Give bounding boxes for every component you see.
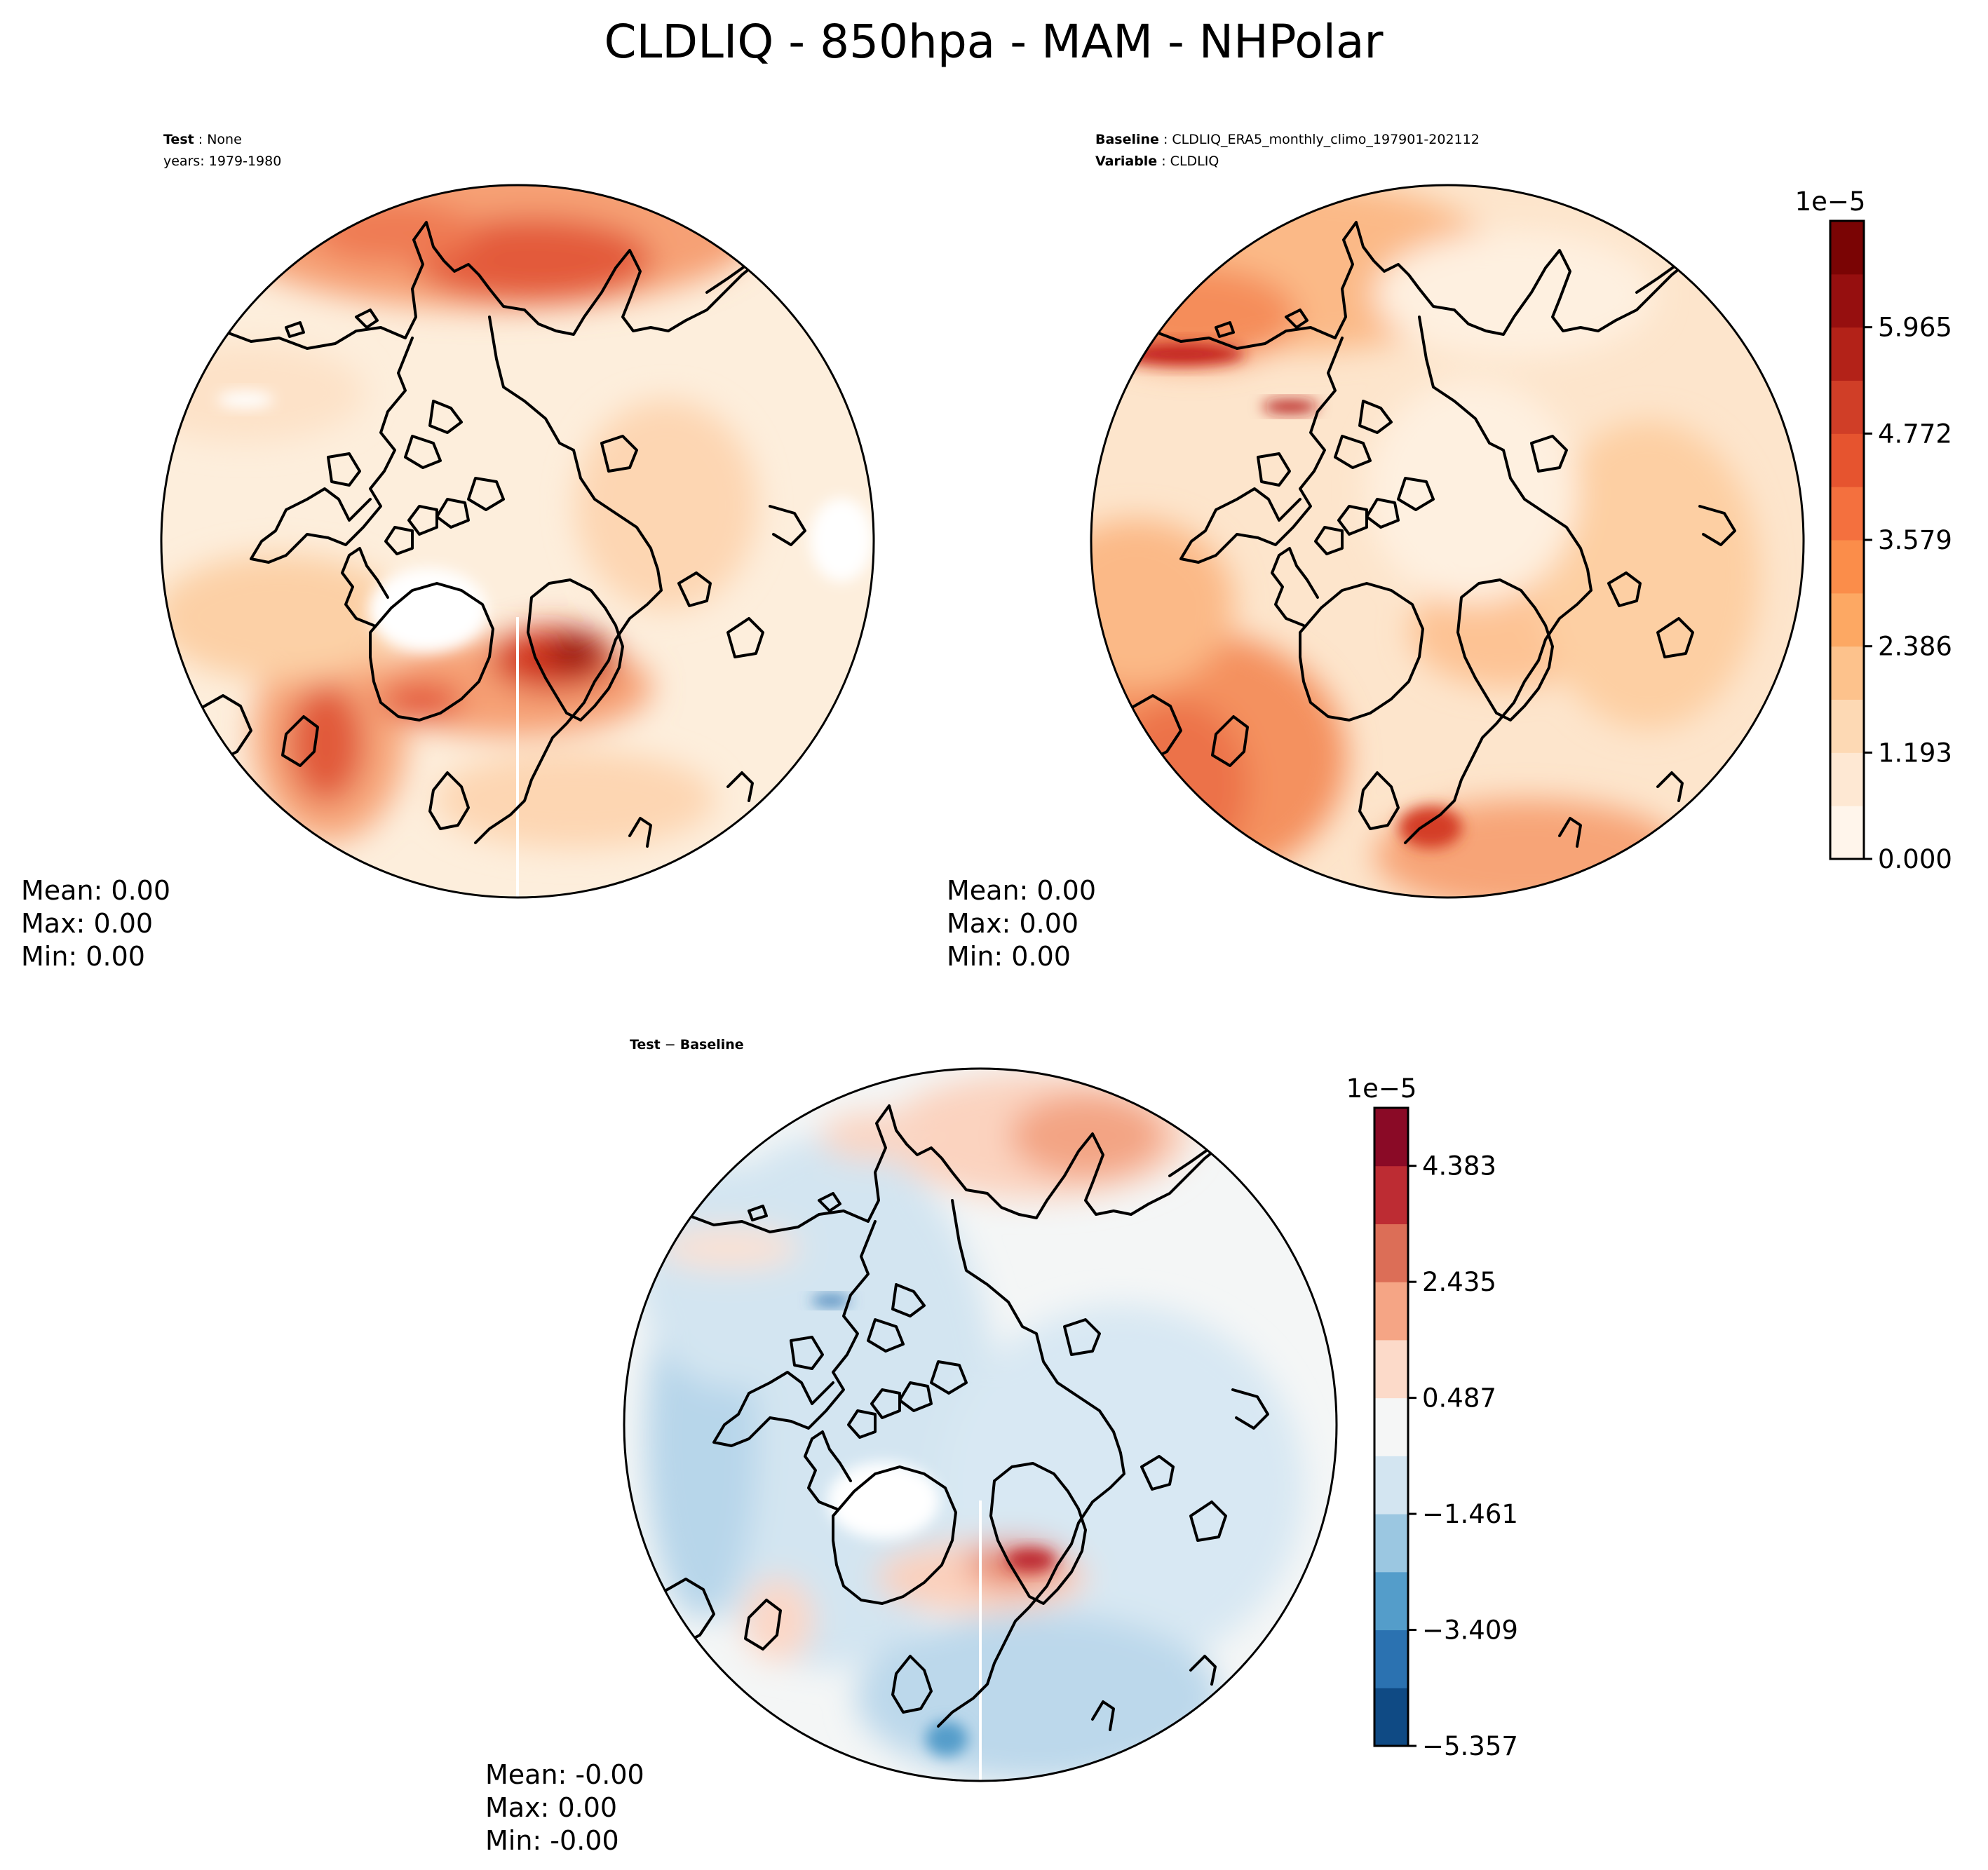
map-diff-boundary — [623, 1067, 1338, 1782]
cb-diff-band — [1374, 1456, 1408, 1515]
panel-baseline-max: Max: 0.00 — [947, 908, 1078, 939]
cb-main-band — [1830, 273, 1864, 328]
panel-baseline-label-line-2: Variable : CLDLIQ — [1095, 154, 1219, 169]
figure-title: CLDLIQ - 850hpa - MAM - NHPolar — [604, 15, 1384, 69]
cb-diff-band — [1374, 1224, 1408, 1282]
map-test-boundary — [160, 184, 875, 899]
cb-diff-tick-label: −1.461 — [1422, 1499, 1518, 1529]
colorbar-main: 1e−5 0.000 1.193 2.386 3.579 4.772 5.965 — [1795, 187, 1952, 874]
cb-diff-band — [1374, 1571, 1408, 1631]
panel-baseline-label-line-1: Baseline : CLDLIQ_ERA5_monthly_climo_197… — [1095, 132, 1480, 147]
cb-main-band — [1830, 433, 1864, 487]
panel-test-label-line-2: years: 1979-1980 — [163, 154, 281, 169]
cb-diff-tick-label: 2.435 — [1422, 1267, 1496, 1297]
cb-main-band — [1830, 487, 1864, 541]
cb-main-band — [1830, 380, 1864, 434]
panel-test-max: Max: 0.00 — [21, 908, 153, 939]
cb-main-band — [1830, 592, 1864, 647]
cb-diff-tick-label: 0.487 — [1422, 1383, 1496, 1414]
cb-diff-tick-label: 4.383 — [1422, 1151, 1496, 1181]
cb-main-tick-label: 4.772 — [1878, 419, 1952, 449]
cb-main-tick-label: 0.000 — [1878, 844, 1952, 874]
colorbar-diff-exponent: 1e−5 — [1346, 1073, 1417, 1104]
cb-main-band — [1830, 646, 1864, 700]
cb-diff-tick-label: −3.409 — [1422, 1615, 1518, 1646]
cb-main-tick-label: 5.965 — [1878, 313, 1952, 343]
panel-test: Test : None years: 1979-1980 — [21, 132, 875, 972]
cb-main-tick-label: 3.579 — [1878, 525, 1952, 555]
cb-diff-band — [1374, 1165, 1408, 1224]
map-test — [161, 185, 874, 897]
colorbar-diff: 1e−5 −5.357 −3.409 −1.461 0.487 2.435 4.383 — [1346, 1073, 1518, 1761]
cb-main-band — [1830, 221, 1864, 275]
panel-baseline-min: Min: 0.00 — [947, 941, 1071, 972]
cb-diff-tick-label: −5.357 — [1422, 1731, 1518, 1761]
panel-diff: Test − Baseline — [485, 1037, 1338, 1856]
panel-test-label-line-1: Test : None — [163, 132, 242, 147]
cb-main-tick-label: 2.386 — [1878, 632, 1952, 662]
map-diff — [624, 1069, 1337, 1781]
panel-diff-max: Max: 0.00 — [485, 1792, 617, 1823]
panel-baseline-mean: Mean: 0.00 — [947, 875, 1096, 906]
panel-diff-label: Test − Baseline — [630, 1037, 744, 1052]
map-baseline-boundary — [1090, 184, 1805, 899]
cb-main-band — [1830, 699, 1864, 753]
cb-diff-band — [1374, 1397, 1408, 1456]
cb-diff-band — [1374, 1282, 1408, 1341]
panel-diff-mean: Mean: -0.00 — [485, 1759, 644, 1790]
cb-diff-band — [1374, 1630, 1408, 1688]
cb-main-tick-label: 1.193 — [1878, 738, 1952, 768]
colorbar-diff-frame — [1373, 1106, 1409, 1747]
panel-test-min: Min: 0.00 — [21, 941, 145, 972]
cb-main-band — [1830, 752, 1864, 806]
cb-main-band — [1830, 806, 1864, 860]
cb-main-band — [1830, 540, 1864, 594]
panel-baseline: Baseline : CLDLIQ_ERA5_monthly_climo_197… — [947, 132, 1805, 972]
cb-diff-band — [1374, 1514, 1408, 1573]
cb-diff-band — [1374, 1339, 1408, 1399]
panel-test-mean: Mean: 0.00 — [21, 875, 170, 906]
cb-diff-band — [1374, 1688, 1408, 1747]
cb-diff-band — [1374, 1108, 1408, 1167]
cb-main-band — [1830, 327, 1864, 381]
panel-diff-min: Min: -0.00 — [485, 1825, 619, 1856]
colorbar-main-exponent: 1e−5 — [1795, 187, 1866, 217]
